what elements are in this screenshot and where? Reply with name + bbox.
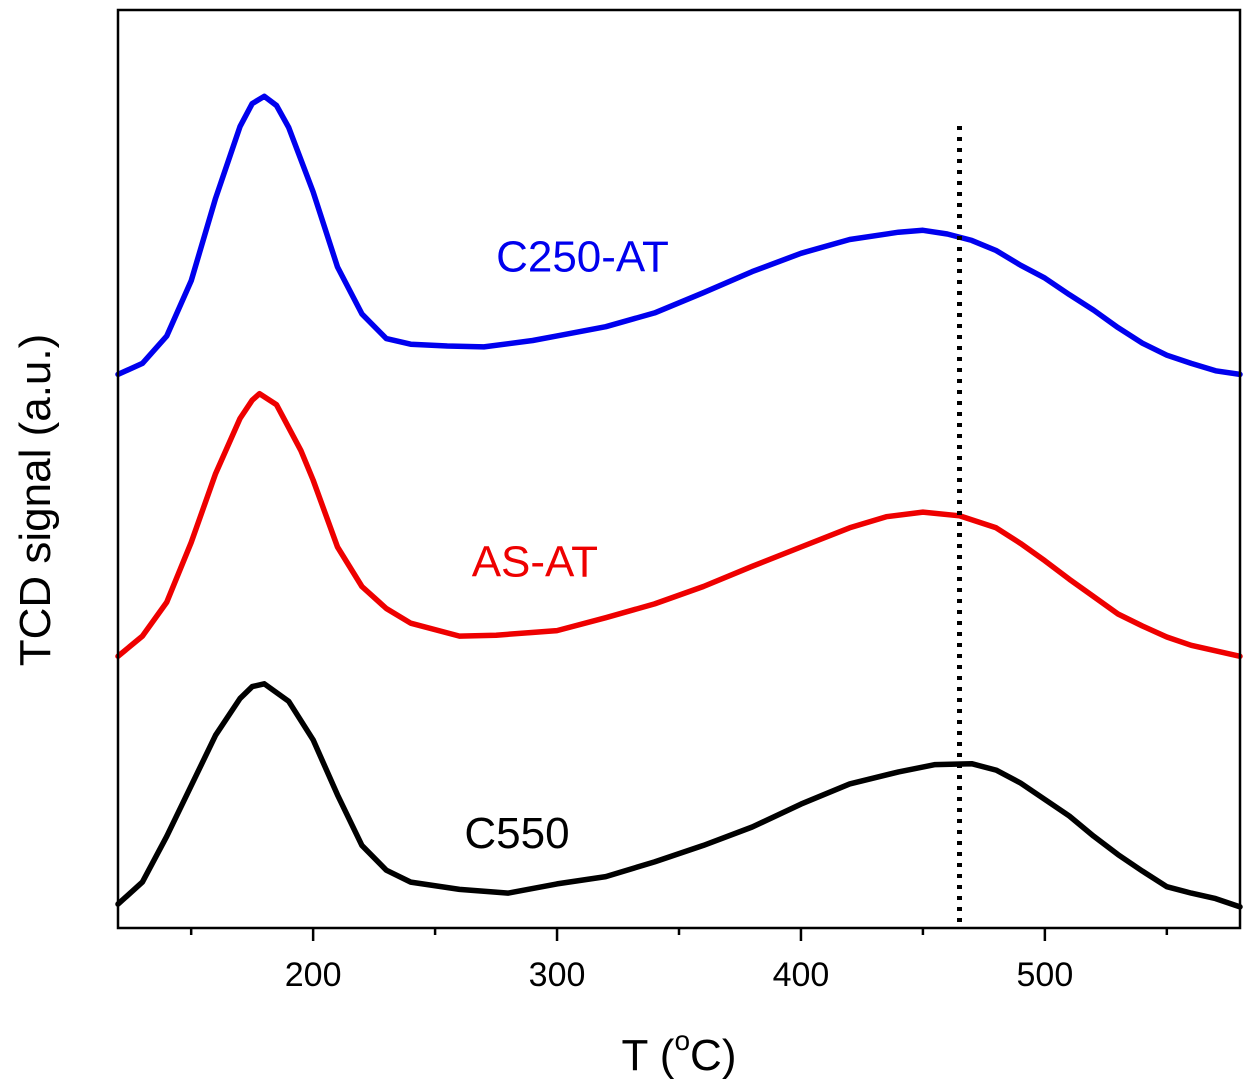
x-tick-label: 300 <box>529 956 586 994</box>
x-axis-title: T (oC) <box>622 1025 737 1080</box>
y-axis-title: TCD signal (a.u.) <box>11 334 60 667</box>
x-tick-label: 400 <box>773 956 830 994</box>
series-label-c550: C550 <box>464 809 569 858</box>
x-tick-label: 200 <box>285 956 342 994</box>
series-line-c250-at <box>115 93 1243 378</box>
x-tick-label: 500 <box>1017 956 1074 994</box>
series-line-as-at <box>115 390 1243 660</box>
plot-layer: C250-AT AS-AT C550 <box>115 93 1243 928</box>
series-label-c250-at: C250-AT <box>496 233 669 282</box>
series-label-as-at: AS-AT <box>472 537 598 586</box>
axis-layer: 200 300 400 500 <box>189 928 1169 994</box>
series-line-c550 <box>115 681 1243 910</box>
